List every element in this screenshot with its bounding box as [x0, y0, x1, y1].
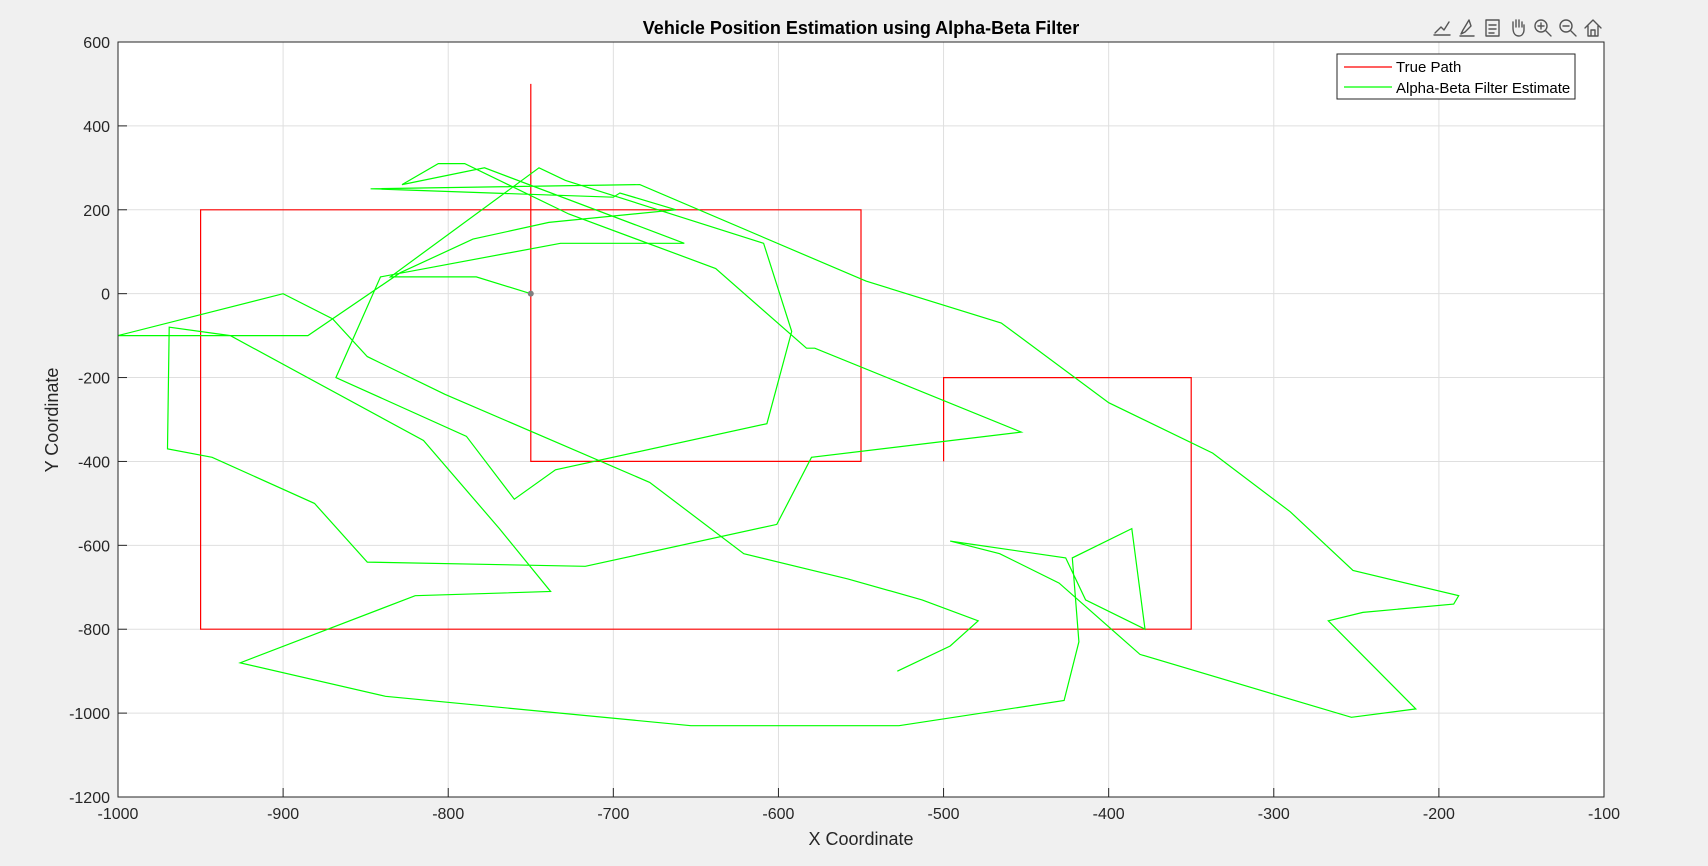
y-tick-label: -600 [78, 538, 110, 555]
export-icon[interactable] [1432, 18, 1452, 38]
x-tick-label: -300 [1258, 806, 1290, 823]
y-tick-label: -400 [78, 454, 110, 471]
y-tick-label: -1000 [69, 706, 110, 723]
legend-label-true-path: True Path [1396, 59, 1461, 76]
y-tick-label: -200 [78, 371, 110, 388]
pan-icon[interactable] [1508, 17, 1528, 37]
chart-title: Vehicle Position Estimation using Alpha-… [643, 18, 1079, 38]
x-tick-label: -800 [432, 806, 464, 823]
datatips-icon[interactable] [1483, 18, 1503, 38]
x-tick-label: -400 [1093, 806, 1125, 823]
axes-toolbar [1432, 17, 1603, 38]
x-tick-label: -600 [762, 806, 794, 823]
legend[interactable]: True Path Alpha-Beta Filter Estimate [1336, 53, 1576, 100]
y-tick-label: -1200 [69, 790, 110, 807]
y-tick-label: 200 [83, 203, 110, 220]
series-true-path [200, 83, 1192, 630]
series-layer [117, 83, 1460, 727]
home-icon[interactable] [1583, 18, 1603, 38]
brush-icon[interactable] [1457, 18, 1477, 38]
y-tick-label: 0 [101, 287, 110, 304]
x-tick-labels: -1000 -900 -800 -700 -600 -500 -400 -300 -200 -10… [98, 806, 1621, 823]
datatip-marker[interactable] [527, 290, 534, 297]
x-axis-label: X Coordinate [808, 829, 913, 849]
x-tick-label: -500 [928, 806, 960, 823]
legend-box [1336, 53, 1576, 100]
y-tick-label: 400 [83, 119, 110, 136]
x-tick-label: -700 [597, 806, 629, 823]
y-tick-label: -800 [78, 622, 110, 639]
legend-label-filter-estimate: Alpha-Beta Filter Estimate [1396, 80, 1570, 97]
x-tick-label: -200 [1423, 806, 1455, 823]
series-filter-estimate [117, 163, 1460, 727]
y-tick-label: 600 [83, 35, 110, 52]
x-tick-label: -1000 [98, 806, 139, 823]
ticks [117, 41, 1605, 798]
axes-box [117, 41, 1605, 798]
y-tick-labels: -1200 -1000 -800 -600 -400 -200 0 200 400 600 [69, 35, 110, 807]
zoom-in-icon[interactable] [1533, 18, 1553, 38]
zoom-out-icon[interactable] [1558, 18, 1578, 38]
x-tick-label: -900 [267, 806, 299, 823]
y-axis-label: Y Coordinate [42, 368, 62, 473]
x-tick-label: -100 [1588, 806, 1620, 823]
